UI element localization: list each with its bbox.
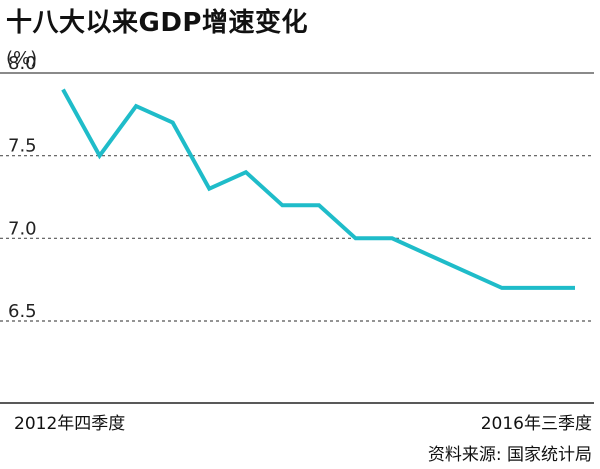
source-note: 资料来源: 国家统计局 <box>427 445 592 465</box>
x-axis-end-label: 2016年三季度 <box>480 414 592 434</box>
y-tick-label-8.0: 8.0 <box>8 53 37 74</box>
y-tick-label-6.5: 6.5 <box>8 301 37 322</box>
x-axis-start-label: 2012年四季度 <box>14 414 126 434</box>
chart-title: 十八大以来GDP增速变化 <box>6 8 308 38</box>
y-tick-label-7.5: 7.5 <box>8 136 37 157</box>
y-axis-unit-label: (%) <box>6 48 37 69</box>
y-tick-labels: 8.0 7.5 7.0 6.5 <box>8 53 37 322</box>
series-line <box>61 88 575 290</box>
y-tick-label-7.0: 7.0 <box>8 218 37 239</box>
gridlines <box>0 72 594 322</box>
gdp-growth-series <box>61 88 575 290</box>
